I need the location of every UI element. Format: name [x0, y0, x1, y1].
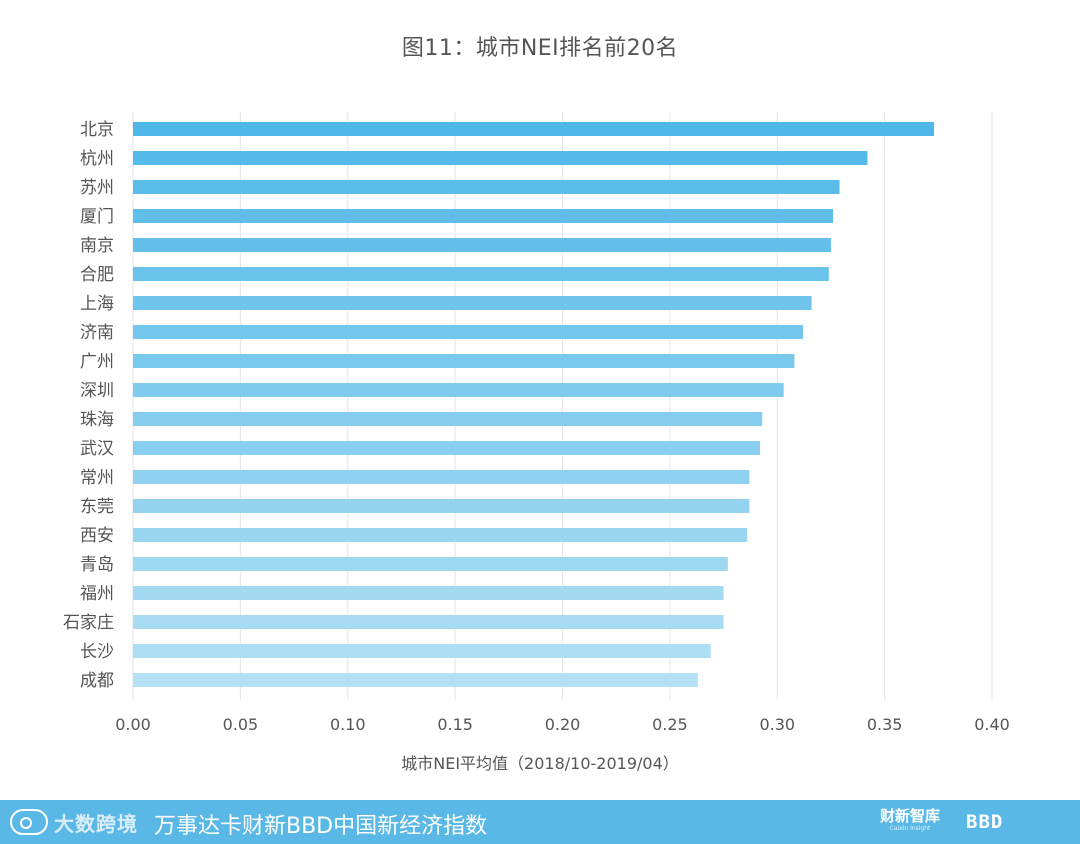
category-label: 西安	[80, 526, 114, 546]
category-label: 长沙	[80, 642, 114, 662]
category-label: 杭州	[80, 149, 114, 169]
bar	[133, 383, 784, 397]
x-tick-label: 0.40	[974, 715, 1010, 734]
category-label: 广州	[80, 352, 114, 372]
caixin-logo: 财新智库 Caixin Insight	[880, 809, 940, 832]
brand-mark-icon	[10, 809, 48, 835]
category-label: 合肥	[80, 265, 114, 285]
x-tick-label: 0.25	[652, 715, 688, 734]
bar	[133, 499, 750, 513]
bbd-logo: BBD	[966, 811, 1004, 833]
bar	[133, 644, 711, 658]
x-tick-label: 0.20	[545, 715, 581, 734]
gridlines	[132, 112, 993, 700]
category-label: 武汉	[80, 439, 114, 459]
bar	[133, 557, 728, 571]
bar	[133, 441, 761, 455]
bar	[133, 470, 750, 484]
bar	[133, 238, 831, 252]
bars	[133, 122, 935, 687]
chart-title: 图11：城市NEI排名前20名	[401, 36, 679, 61]
category-label: 苏州	[80, 178, 114, 198]
footer-title: 万事达卡财新BBD中国新经济指数	[154, 814, 488, 839]
bar	[133, 209, 834, 223]
category-label: 上海	[80, 294, 114, 314]
bar	[133, 325, 804, 339]
bar	[133, 354, 795, 368]
bar	[133, 151, 868, 165]
footer-bar: 大数跨境 万事达卡财新BBD中国新经济指数 财新智库 Caixin Insigh…	[0, 800, 1080, 844]
caixin-logo-subtext: Caixin Insight	[889, 825, 931, 832]
bar	[133, 586, 724, 600]
bar	[133, 528, 748, 542]
bar	[133, 615, 724, 629]
brand-logo: 大数跨境	[10, 808, 138, 836]
category-label: 济南	[80, 323, 114, 343]
caixin-logo-text: 财新智库	[880, 807, 941, 825]
category-label: 福州	[80, 584, 114, 604]
category-label: 南京	[80, 236, 114, 256]
category-label: 深圳	[80, 381, 114, 401]
x-tick-label: 0.05	[223, 715, 259, 734]
x-tick-label: 0.30	[759, 715, 795, 734]
category-label: 常州	[80, 468, 114, 488]
x-tick-label: 0.10	[330, 715, 366, 734]
category-label: 珠海	[80, 410, 114, 430]
x-tick-labels: 0.00 0.05 0.10 0.15 0.20 0.25 0.30 0.35 0.40	[115, 715, 1010, 734]
category-label: 成都	[80, 671, 114, 691]
x-tick-label: 0.00	[115, 715, 151, 734]
category-labels: 北京杭州苏州厦门南京合肥上海济南广州深圳珠海武汉常州东莞西安青岛福州石家庄长沙成…	[63, 120, 114, 691]
bar	[133, 180, 840, 194]
category-label: 东莞	[80, 497, 114, 517]
category-label: 石家庄	[63, 613, 114, 633]
x-tick-label: 0.35	[867, 715, 903, 734]
x-tick-label: 0.15	[437, 715, 473, 734]
category-label: 厦门	[80, 207, 114, 227]
x-axis-label: 城市NEI平均值（2018/10-2019/04）	[401, 754, 679, 773]
bar-chart: 北京杭州苏州厦门南京合肥上海济南广州深圳珠海武汉常州东莞西安青岛福州石家庄长沙成…	[63, 112, 1010, 734]
bar	[133, 122, 935, 136]
category-label: 青岛	[80, 555, 114, 575]
bar	[133, 412, 763, 426]
category-label: 北京	[80, 120, 114, 140]
bar	[133, 673, 698, 687]
bar	[133, 267, 829, 281]
brand-name: 大数跨境	[54, 811, 138, 836]
bar	[133, 296, 812, 310]
